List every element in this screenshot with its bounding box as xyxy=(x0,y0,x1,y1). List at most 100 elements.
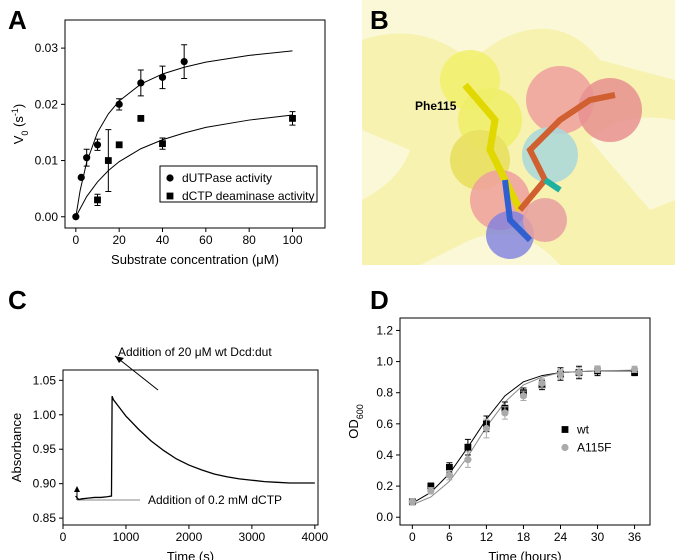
x-tick-label: 20 xyxy=(112,233,126,247)
y-axis-label-part: -1 xyxy=(10,108,20,116)
y-tick-label: 0.4 xyxy=(376,448,393,462)
legend-marker xyxy=(561,443,569,452)
data-point xyxy=(445,471,453,479)
legend-box xyxy=(159,165,318,203)
data-point xyxy=(289,114,296,122)
atom-sphere xyxy=(486,211,534,259)
x-tick-label: 3000 xyxy=(239,530,266,544)
stick xyxy=(543,177,562,193)
data-point xyxy=(593,365,602,373)
data-point xyxy=(104,157,112,164)
data-point xyxy=(158,73,167,81)
x-tick-label: 12 xyxy=(480,530,494,544)
x-axis-label: Substrate concentration (μM) xyxy=(111,252,279,267)
y-tick-label: 0.90 xyxy=(33,477,57,491)
atom-sphere xyxy=(526,66,594,134)
y-tick-label: 1.05 xyxy=(33,373,57,387)
fit-curve xyxy=(75,50,293,217)
stick xyxy=(462,82,524,212)
data-point xyxy=(72,213,80,221)
y-axis-label-part: ) xyxy=(11,104,26,108)
x-axis-label: Time (hours) xyxy=(488,549,561,560)
x-tick-label: 30 xyxy=(591,530,605,544)
x-tick-label: 0 xyxy=(409,530,416,544)
y-tick-label: 0.03 xyxy=(35,41,59,55)
data-point xyxy=(482,424,491,433)
y-tick-label: 0.95 xyxy=(33,442,57,456)
data-point xyxy=(538,379,546,387)
annotation-arrow xyxy=(114,355,159,391)
y-tick-label: 0.6 xyxy=(376,417,393,431)
data-point xyxy=(427,482,435,490)
data-point xyxy=(445,464,453,471)
data-point xyxy=(519,392,528,400)
data-point xyxy=(427,487,435,495)
y-axis-label-part: 600 xyxy=(355,404,365,419)
legend-label: A115F xyxy=(577,441,611,455)
data-point xyxy=(464,443,472,451)
x-tick-label: 60 xyxy=(199,233,213,247)
x-tick-label: 4000 xyxy=(302,530,329,544)
y-tick-label: 1.00 xyxy=(33,408,57,422)
y-axis-label: V0 (s-1) xyxy=(10,104,30,145)
data-point xyxy=(408,498,416,506)
structure-image xyxy=(362,0,675,265)
data-point xyxy=(159,140,166,148)
data-point xyxy=(137,114,145,122)
data-point xyxy=(115,100,123,108)
legend-label: dUTPase activity xyxy=(182,171,272,185)
panel-label: A xyxy=(8,5,27,35)
legend-label: dCTP deaminase activity xyxy=(182,189,315,203)
x-tick-label: 80 xyxy=(242,233,256,247)
y-tick-label: 0.85 xyxy=(33,511,57,525)
data-point xyxy=(180,58,188,66)
data-point xyxy=(93,141,102,149)
trace xyxy=(75,395,315,501)
data-point xyxy=(630,365,639,373)
y-tick-label: 1.2 xyxy=(376,323,393,337)
y-axis-label: Absorbance xyxy=(9,413,24,482)
y-axis-label-part: V xyxy=(11,135,26,144)
plot-frame xyxy=(62,369,319,526)
y-axis-label-part: (s xyxy=(11,116,26,131)
data-point xyxy=(83,154,91,162)
stick xyxy=(517,92,616,212)
x-tick-label: 2000 xyxy=(176,530,203,544)
x-tick-label: 1000 xyxy=(113,530,140,544)
annotation: Addition of 0.2 mM dCTP xyxy=(148,493,282,507)
y-axis-label-part: OD xyxy=(346,419,361,439)
data-point xyxy=(94,196,101,204)
legend-marker xyxy=(166,192,174,200)
plot-frame xyxy=(399,317,651,526)
y-tick-label: 1.0 xyxy=(376,355,393,369)
y-tick-label: 0.01 xyxy=(35,154,59,168)
x-tick-label: 24 xyxy=(554,530,568,544)
residue-label: Phe115 xyxy=(415,99,457,113)
x-tick-label: 0 xyxy=(60,530,67,544)
y-tick-label: 0.0 xyxy=(376,510,393,524)
arrow-head xyxy=(115,356,124,363)
data-point xyxy=(501,409,509,417)
y-tick-label: 0.02 xyxy=(35,97,59,111)
x-tick-label: 18 xyxy=(517,530,531,544)
x-axis-label: Time (s) xyxy=(167,549,214,560)
stick xyxy=(502,179,533,243)
data-point xyxy=(77,173,85,182)
y-axis-label-part: 0 xyxy=(20,131,30,136)
panel-label: B xyxy=(370,5,389,35)
x-tick-label: 100 xyxy=(282,233,302,247)
atom-sphere xyxy=(523,198,567,242)
data-point xyxy=(464,456,472,464)
panel-label: C xyxy=(8,285,27,315)
x-tick-label: 36 xyxy=(628,530,642,544)
y-tick-label: 0.8 xyxy=(376,386,393,400)
y-axis-label: OD600 xyxy=(346,404,365,439)
legend-label: wt xyxy=(576,423,590,437)
data-point xyxy=(575,368,583,377)
data-point xyxy=(556,370,565,378)
data-point xyxy=(137,79,145,87)
y-tick-label: 0.00 xyxy=(35,210,59,224)
atom-sphere xyxy=(578,78,642,142)
plot-frame xyxy=(64,19,326,229)
